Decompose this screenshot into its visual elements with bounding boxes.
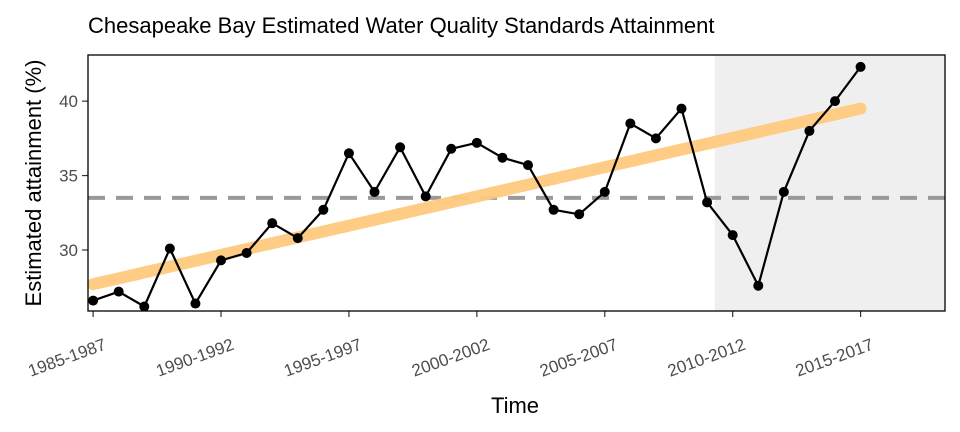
data-point	[574, 209, 585, 220]
data-point	[829, 96, 840, 107]
x-tick-label: 1995-1997	[281, 335, 364, 381]
data-point	[420, 191, 431, 202]
plot-area: 30 35 40 1985-1987 1990-1992 1995-1997 2000-20…	[26, 54, 946, 381]
data-point	[523, 160, 534, 171]
y-tick-label: 40	[59, 92, 78, 111]
data-point	[267, 218, 278, 229]
data-point	[804, 125, 815, 136]
data-point	[318, 204, 329, 215]
data-point	[139, 301, 150, 312]
data-point	[164, 243, 175, 254]
data-point	[292, 233, 303, 244]
data-point	[702, 197, 713, 208]
data-point	[855, 61, 866, 72]
y-tick-label: 30	[59, 241, 78, 260]
data-point	[778, 186, 789, 197]
x-axis-title: Time	[491, 393, 539, 418]
data-point	[88, 295, 99, 306]
y-tick-label: 35	[59, 167, 78, 186]
data-point	[599, 186, 610, 197]
x-tick-label: 2015-2017	[793, 335, 876, 381]
data-point	[497, 152, 508, 163]
data-point	[395, 142, 406, 153]
chart-title: Chesapeake Bay Estimated Water Quality S…	[88, 13, 715, 38]
x-tick-label: 1985-1987	[26, 335, 109, 381]
x-tick-label: 2005-2007	[537, 335, 620, 381]
data-point	[446, 143, 457, 154]
data-point	[548, 204, 559, 215]
data-point	[625, 118, 636, 129]
x-tick-label: 1990-1992	[153, 335, 236, 381]
plot-border	[87, 54, 946, 312]
shaded-region	[714, 55, 945, 311]
trend-line	[87, 102, 867, 291]
data-point	[216, 255, 227, 266]
data-point	[753, 280, 764, 291]
data-point	[241, 247, 252, 258]
y-axis-title: Estimated attainment (%)	[21, 60, 46, 307]
data-point	[190, 298, 201, 309]
data-point	[343, 148, 354, 159]
data-point	[471, 137, 482, 148]
x-tick-label: 2000-2002	[409, 335, 492, 381]
x-tick-label: 2010-2012	[665, 335, 748, 381]
data-point	[650, 133, 661, 144]
data-point	[727, 230, 738, 241]
data-point	[676, 103, 687, 114]
data-point	[113, 286, 124, 297]
data-point	[369, 186, 380, 197]
